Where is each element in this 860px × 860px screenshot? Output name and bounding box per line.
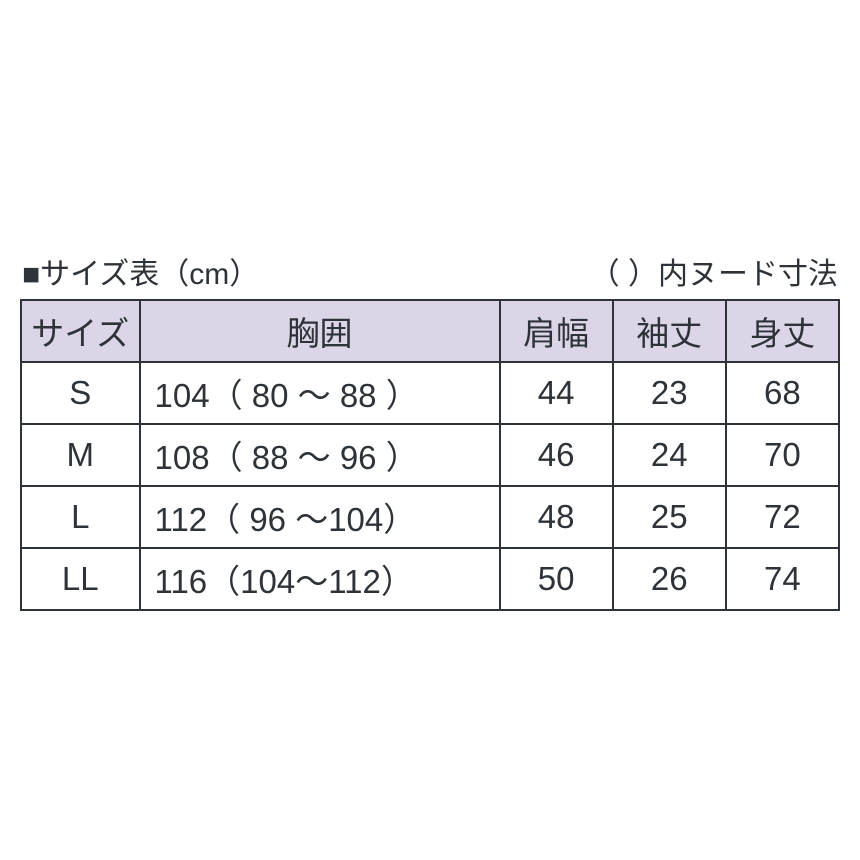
cell-length: 70	[726, 424, 839, 486]
cell-sleeve: 24	[613, 424, 726, 486]
cell-size: LL	[21, 548, 140, 610]
cell-sleeve: 25	[613, 486, 726, 548]
col-sleeve: 袖丈	[613, 300, 726, 362]
col-shoulder: 肩幅	[500, 300, 613, 362]
table-title: ■サイズ表（cm）	[22, 249, 259, 293]
table-row: M 108（ 88 ～ 96 ） 46 24 70	[21, 424, 839, 486]
cell-chest: 112（ 96 ～104）	[140, 486, 500, 548]
table-note: （ ）内ヌード寸法	[590, 249, 838, 293]
cell-chest: 104（ 80 ～ 88 ）	[140, 362, 500, 424]
cell-size: S	[21, 362, 140, 424]
cell-size: L	[21, 486, 140, 548]
cell-sleeve: 26	[613, 548, 726, 610]
table-row: LL 116（104～112） 50 26 74	[21, 548, 839, 610]
cell-chest: 116（104～112）	[140, 548, 500, 610]
cell-shoulder: 48	[500, 486, 613, 548]
col-length: 身丈	[726, 300, 839, 362]
table-row: L 112（ 96 ～104） 48 25 72	[21, 486, 839, 548]
col-size: サイズ	[21, 300, 140, 362]
table-header-row: サイズ 胸囲 肩幅 袖丈 身丈	[21, 300, 839, 362]
header-row: ■サイズ表（cm） （ ）内ヌード寸法	[20, 249, 840, 293]
cell-shoulder: 46	[500, 424, 613, 486]
cell-length: 72	[726, 486, 839, 548]
cell-length: 68	[726, 362, 839, 424]
col-chest: 胸囲	[140, 300, 500, 362]
cell-shoulder: 44	[500, 362, 613, 424]
size-table: サイズ 胸囲 肩幅 袖丈 身丈 S 104（ 80 ～ 88 ） 44 23 6…	[20, 299, 840, 611]
cell-length: 74	[726, 548, 839, 610]
cell-sleeve: 23	[613, 362, 726, 424]
cell-size: M	[21, 424, 140, 486]
cell-chest: 108（ 88 ～ 96 ）	[140, 424, 500, 486]
size-chart-container: ■サイズ表（cm） （ ）内ヌード寸法 サイズ 胸囲 肩幅 袖丈 身丈 S 10…	[10, 249, 850, 611]
cell-shoulder: 50	[500, 548, 613, 610]
table-row: S 104（ 80 ～ 88 ） 44 23 68	[21, 362, 839, 424]
